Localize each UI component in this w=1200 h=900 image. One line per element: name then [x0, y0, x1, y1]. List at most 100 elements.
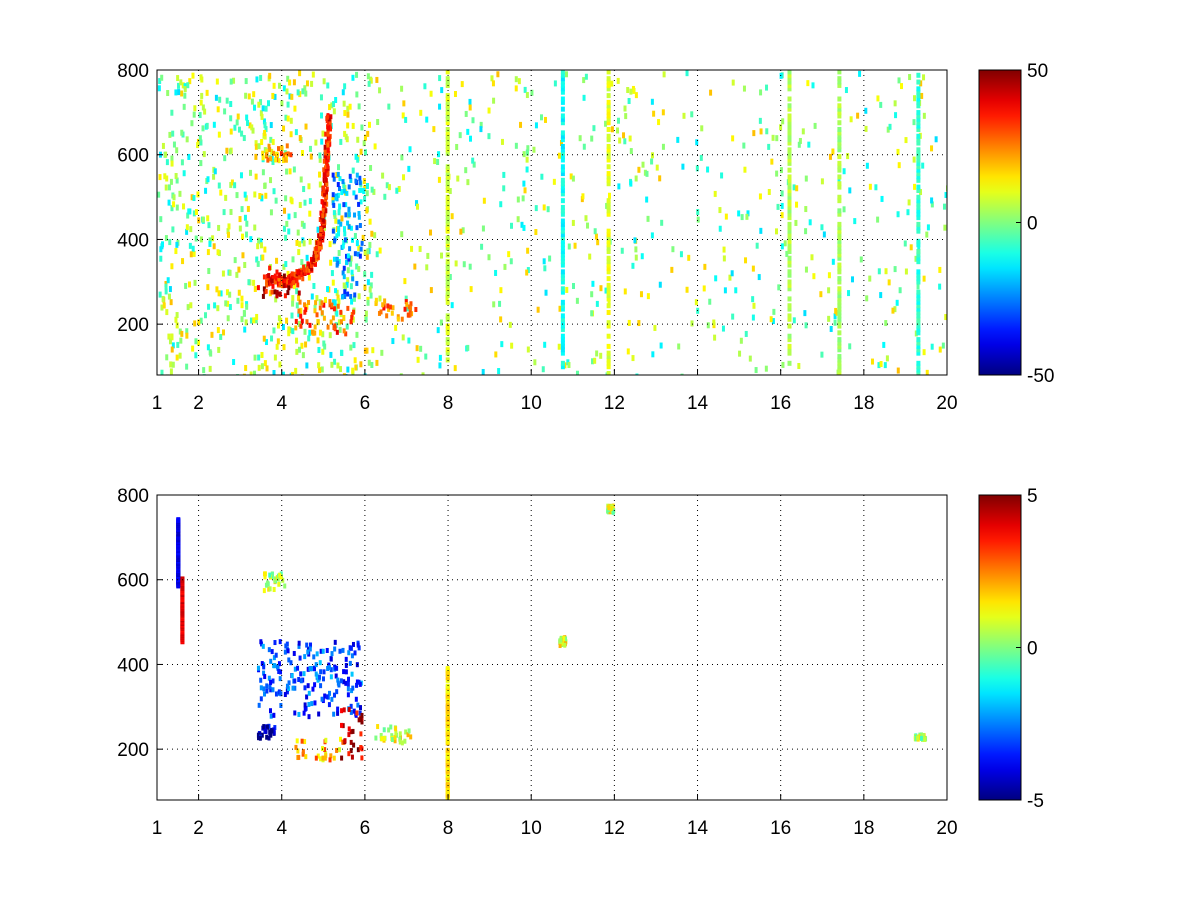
heatmap-stripe-cell — [787, 269, 792, 275]
heatmap-blob-cell — [382, 727, 386, 733]
heatmap-stripe-cell — [560, 157, 565, 163]
heatmap-blob-cell — [297, 676, 301, 682]
heatmap-curve-cell — [324, 171, 328, 177]
heatmap-cell — [522, 151, 526, 158]
heatmap-cell — [373, 143, 377, 150]
heatmap-cell — [371, 347, 375, 354]
heatmap-curve-cell — [277, 276, 281, 282]
heatmap-cell — [308, 210, 312, 217]
heatmap-cell — [588, 253, 592, 260]
heatmap-cell — [194, 352, 198, 359]
heatmap-cell — [213, 302, 217, 309]
heatmap-blob-cell — [342, 669, 346, 675]
heatmap-cell — [571, 175, 575, 182]
heatmap-cell — [317, 346, 321, 353]
heatmap-cell — [185, 363, 189, 370]
heatmap-stripe-cell — [916, 255, 921, 261]
heatmap-cell — [907, 199, 911, 206]
heatmap-cell — [246, 119, 250, 126]
heatmap-cell — [607, 299, 611, 306]
heatmap-cell — [466, 344, 470, 351]
heatmap-blob-cell — [313, 700, 317, 706]
heatmap-stripe-cell — [916, 242, 921, 248]
heatmap-cell — [308, 329, 312, 336]
heatmap-curve-cell — [322, 188, 326, 194]
heatmap-blob-cell — [258, 735, 262, 741]
heatmap-blob-cell — [332, 306, 336, 312]
heatmap-stripe-cell — [606, 357, 611, 363]
heatmap-curve-cell — [327, 116, 331, 122]
heatmap-cell — [320, 112, 324, 119]
heatmap-blob-cell — [293, 678, 297, 684]
heatmap-cell — [437, 176, 441, 183]
heatmap-stripe-cell — [916, 371, 921, 375]
heatmap-blob-cell — [609, 506, 613, 512]
heatmap-blob-cell — [562, 636, 566, 642]
heatmap-stripe-cell — [837, 167, 842, 173]
heatmap-cell — [164, 151, 168, 158]
heatmap-blob-cell — [270, 289, 274, 295]
heatmap-stripe-cell — [606, 276, 611, 282]
heatmap-stripe-cell — [837, 174, 842, 180]
heatmap-stripe-cell — [916, 150, 921, 156]
heatmap-cell — [455, 143, 459, 150]
heatmap-cell — [525, 92, 529, 99]
x-tick-label: 20 — [936, 818, 957, 839]
heatmap-curve-cell — [326, 142, 330, 148]
heatmap-blob-cell — [268, 147, 272, 153]
heatmap-cell — [171, 130, 175, 137]
heatmap-stripe-cell — [445, 347, 450, 353]
heatmap-cell — [244, 92, 248, 99]
heatmap-cell — [897, 77, 901, 84]
heatmap-cell — [920, 92, 924, 99]
heatmap-cell — [346, 111, 350, 118]
heatmap-curve-cell — [327, 150, 331, 156]
heatmap-cell — [264, 126, 268, 133]
heatmap-cell — [359, 361, 363, 368]
heatmap-blob-cell — [301, 751, 305, 757]
heatmap-blob-cell — [339, 736, 343, 742]
heatmap-cell — [355, 263, 359, 270]
heatmap-cell — [738, 350, 742, 357]
heatmap-cell — [593, 228, 597, 235]
heatmap-cell — [827, 315, 831, 322]
heatmap-stripe-cell — [916, 259, 921, 265]
heatmap-cell — [222, 209, 226, 216]
heatmap-cell — [282, 344, 286, 351]
heatmap-cell — [355, 240, 359, 247]
heatmap-stripe-cell — [916, 137, 921, 143]
heatmap-cell — [400, 85, 404, 92]
heatmap-cell — [595, 300, 599, 307]
heatmap-stripe-cell — [606, 242, 611, 248]
heatmap-blob-cell — [265, 683, 269, 689]
heatmap-cell — [514, 76, 518, 83]
heatmap-cell — [330, 102, 334, 109]
heatmap-cell — [797, 362, 801, 369]
heatmap-cell — [521, 195, 525, 202]
heatmap-cell — [299, 307, 303, 314]
heatmap-cell — [864, 107, 868, 114]
heatmap-blob-cell — [356, 747, 360, 753]
heatmap-cell — [271, 138, 275, 145]
heatmap-blob-cell — [387, 727, 391, 733]
heatmap-blob-cell — [275, 289, 279, 295]
heatmap-cell — [236, 297, 240, 304]
heatmap-stripe-cell — [837, 208, 842, 214]
colorbar-tick-label: 0 — [1027, 214, 1038, 235]
heatmap-blob-cell — [357, 645, 361, 651]
heatmap-blob-cell — [358, 222, 362, 228]
heatmap-blob-cell — [306, 683, 310, 689]
heatmap-cell — [205, 89, 209, 96]
heatmap-stripe-cell — [445, 340, 450, 346]
heatmap-cell — [718, 207, 722, 214]
heatmap-cell — [543, 265, 547, 272]
heatmap-blob-cell — [409, 734, 413, 740]
heatmap-cell — [261, 105, 265, 112]
heatmap-blob-cell — [336, 303, 340, 309]
heatmap-curve-cell — [323, 200, 327, 206]
heatmap-cell — [175, 204, 179, 211]
heatmap-stripe-cell — [837, 252, 842, 258]
heatmap-cell — [376, 119, 380, 126]
heatmap-cell — [357, 103, 361, 110]
heatmap-stripe-cell — [916, 337, 921, 343]
